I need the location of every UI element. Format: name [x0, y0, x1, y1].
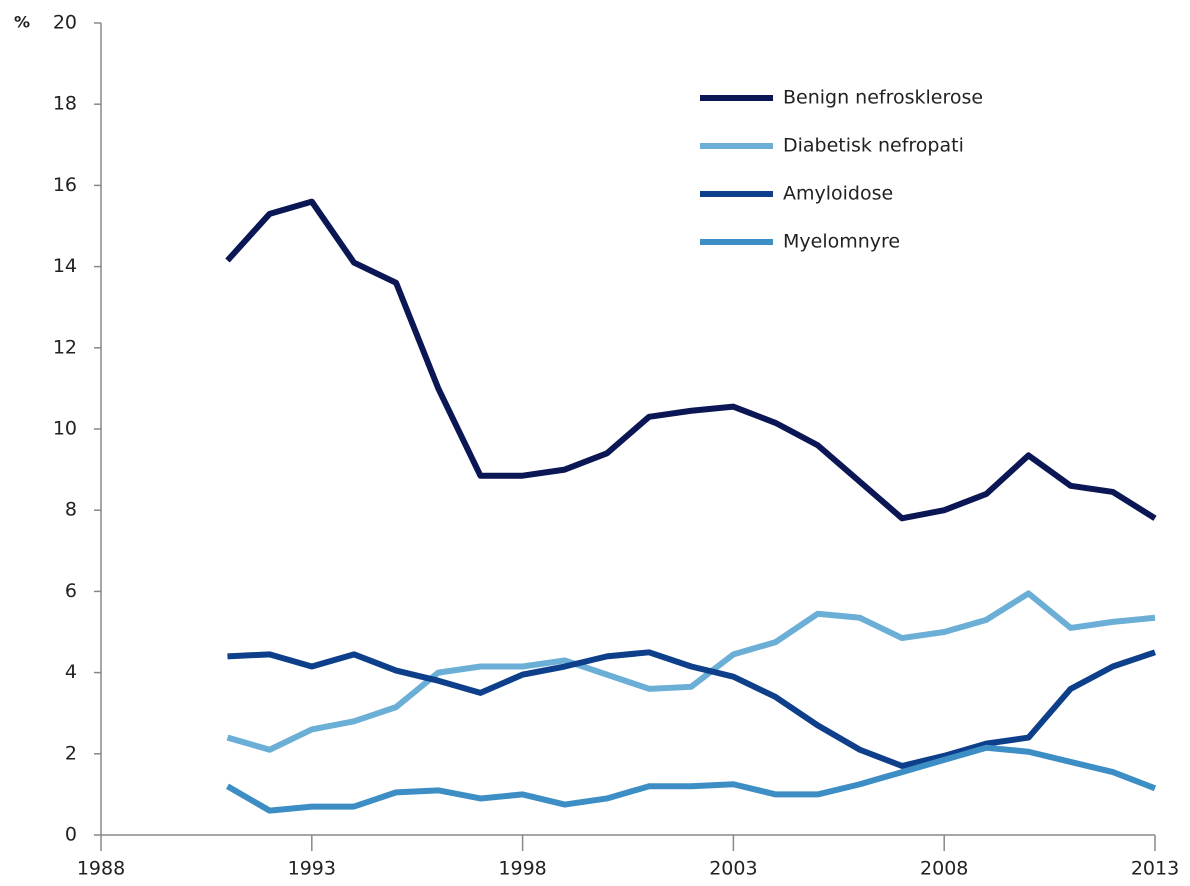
x-tick-label: 1998 — [498, 858, 546, 880]
y-tick-label: 16 — [53, 174, 77, 196]
legend-label: Diabetisk nefropati — [783, 135, 964, 157]
y-tick-label: 20 — [53, 12, 77, 34]
line — [225, 198, 1157, 522]
y-tick-label: 12 — [53, 336, 77, 358]
y-tick-label: 8 — [65, 499, 77, 521]
line — [227, 649, 1156, 769]
legend-label: Amyloidose — [783, 183, 893, 205]
x-tick-label: 2008 — [920, 858, 968, 880]
x-tick-label: 2003 — [709, 858, 757, 880]
y-tick-label: 0 — [65, 824, 77, 846]
x-tick-label: 1993 — [288, 858, 336, 880]
line — [226, 590, 1156, 753]
y-axis-label: % — [14, 13, 30, 32]
x-tick-label: 2013 — [1131, 858, 1179, 880]
x-tick-label: 1988 — [77, 858, 125, 880]
y-tick-label: 2 — [65, 742, 77, 764]
legend-label: Myelomnyre — [783, 231, 900, 253]
legend-label: Benign nefrosklerose — [783, 87, 983, 109]
y-tick-label: 6 — [65, 580, 77, 602]
y-tick-label: 18 — [53, 93, 77, 115]
line — [225, 744, 1157, 814]
y-tick-label: 10 — [53, 418, 77, 440]
y-tick-label: 4 — [65, 661, 77, 683]
y-tick-label: 14 — [53, 255, 77, 277]
